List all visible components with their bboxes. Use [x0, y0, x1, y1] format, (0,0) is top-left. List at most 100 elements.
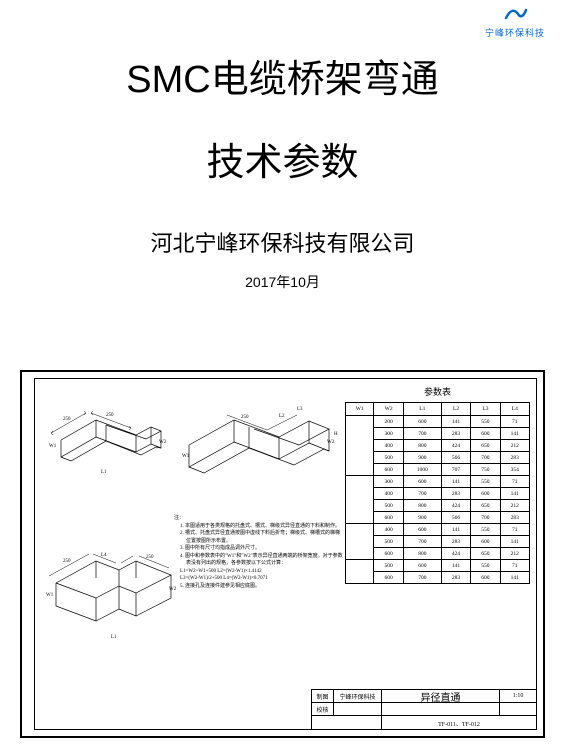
param-row: 600700283600141: [346, 572, 530, 584]
param-cell: 700: [403, 572, 441, 584]
param-header-cell: L3: [471, 403, 500, 416]
iso-view-1: 250 250 W1 W2 L1: [41, 385, 176, 480]
notes-header: 注：: [174, 515, 344, 523]
tb-checker: [334, 703, 382, 715]
param-cell: 141: [500, 572, 529, 584]
param-cell: 71: [500, 524, 529, 536]
param-cell: 354: [500, 464, 529, 476]
dim-label: W1: [46, 593, 54, 598]
company-name: 河北宁峰环保科技有限公司: [0, 226, 565, 258]
dim-label: 250: [106, 413, 114, 418]
note-item: 5. 连接孔及连接件建参见相应底图。: [180, 583, 344, 591]
param-cell: 600: [471, 428, 500, 440]
param-header-row: W1W2L1L2L3L4: [346, 403, 530, 416]
technical-views-area: 250 250 W1 W2 L1: [39, 383, 339, 687]
dim-label: L4: [101, 553, 107, 558]
drawing-title-block: 制图 宁峰环保科技 异径直通 1:10 校核 TF-011、TF-012: [311, 689, 536, 729]
param-cell: 700: [403, 428, 441, 440]
param-header-cell: L4: [500, 403, 529, 416]
param-cell: 600: [471, 536, 500, 548]
param-cell: 800: [403, 548, 441, 560]
param-cell: 700: [471, 512, 500, 524]
tb-empty: [500, 703, 536, 715]
param-cell: 550: [471, 524, 500, 536]
param-cell: 212: [500, 548, 529, 560]
param-row: 500700283600141: [346, 536, 530, 548]
param-cell: 400: [374, 440, 403, 452]
param-cell: 600: [374, 572, 403, 584]
param-cell: 212: [500, 500, 529, 512]
param-cell: 550: [471, 476, 500, 488]
dim-label: L1: [111, 635, 117, 640]
dim-label: 250: [63, 559, 71, 564]
note-item: 4. 图中和参数表中的"W1"和"W2"表示异径直通两端的桥架宽度。对于参数表没…: [180, 553, 344, 568]
param-cell: [346, 560, 374, 584]
tb-label: 制图: [312, 690, 334, 702]
drawing-inner-frame: 250 250 W1 W2 L1: [34, 378, 537, 730]
param-row: 500900566700283: [346, 452, 530, 464]
logo-text: 宁峰环保科技: [485, 26, 545, 39]
notes-list: 1. 本图适用于各类规格的托盘式、槽式、梯级式异径直通的下料和制作。2. 槽式、…: [174, 523, 344, 591]
param-cell: 283: [441, 488, 470, 500]
tb-drawing-number: TF-011、TF-012: [382, 716, 536, 730]
param-row: 40060014155071: [346, 524, 530, 536]
param-cell: 283: [441, 536, 470, 548]
dim-label: 250: [63, 417, 71, 422]
param-cell: 141: [500, 428, 529, 440]
dim-label: W1: [49, 444, 57, 449]
param-row: 300700283600141: [346, 428, 530, 440]
param-cell: 283: [500, 512, 529, 524]
param-cell: 600: [374, 548, 403, 560]
dim-label: W1: [182, 454, 190, 459]
dim-label: L3: [297, 407, 303, 412]
param-cell: 600: [471, 488, 500, 500]
iso-view-2: 250 L2 L3 W1 W2 H: [179, 385, 339, 505]
param-cell: 212: [500, 440, 529, 452]
drawing-notes: 注： 1. 本图适用于各类规格的托盘式、槽式、梯级式异径直通的下料和制作。2. …: [174, 515, 344, 590]
param-cell: 600: [403, 476, 441, 488]
dim-label: 250: [146, 555, 154, 560]
param-cell: 600: [403, 416, 441, 428]
param-cell: 707: [441, 464, 470, 476]
param-cell: 700: [403, 536, 441, 548]
param-row: 600900566700283: [346, 512, 530, 524]
iso-view-3: 250 L4 250 W1 W2 L1: [41, 528, 181, 648]
tb-drawing-name: 异径直通: [382, 690, 500, 702]
tb-drawing-name-cont: [382, 703, 500, 715]
param-cell: 800: [403, 500, 441, 512]
note-item: L3=(W2-W1)/2+500 L4=(W2-W1)×0.7071: [180, 575, 344, 583]
tb-scale: 1:10: [500, 690, 536, 702]
param-cell: 400: [374, 524, 403, 536]
param-cell: 500: [374, 536, 403, 548]
param-cell: 400: [374, 488, 403, 500]
param-cell: 650: [471, 500, 500, 512]
param-cell: 71: [500, 476, 529, 488]
param-row: 400700283600141: [346, 488, 530, 500]
tb-author: 宁峰环保科技: [334, 690, 382, 702]
param-cell: 900: [403, 452, 441, 464]
drawing-outer-frame: 250 250 W1 W2 L1: [20, 370, 545, 738]
tb-empty: [312, 716, 382, 730]
param-cell: 600: [403, 524, 441, 536]
tb-label: 校核: [312, 703, 334, 715]
note-item: 3. 图中所有尺寸均指成品调外尺寸。: [180, 545, 344, 553]
param-row: 50060014155071: [346, 560, 530, 572]
param-cell: 600: [374, 464, 403, 476]
param-cell: 800: [403, 440, 441, 452]
dim-label: W2: [327, 440, 335, 445]
param-cell: 141: [441, 560, 470, 572]
param-cell: 500: [374, 500, 403, 512]
dim-label: L1: [101, 470, 107, 475]
dim-label: W2: [159, 440, 167, 445]
dim-label: 250: [241, 415, 249, 420]
parameter-table-block: 参数表 W1W2L1L2L3L4 20060014155071300700283…: [345, 385, 530, 584]
param-cell: 566: [441, 512, 470, 524]
note-item: L1=W2+W1+500 L2=(W2-W1)×1.4142: [180, 568, 344, 576]
param-cell: 500: [374, 560, 403, 572]
param-cell: 283: [500, 452, 529, 464]
param-row: 20060014155071: [346, 416, 530, 428]
param-cell: 700: [471, 452, 500, 464]
logo-mark-icon: [485, 4, 545, 26]
param-cell: 700: [403, 488, 441, 500]
param-cell: 141: [441, 416, 470, 428]
